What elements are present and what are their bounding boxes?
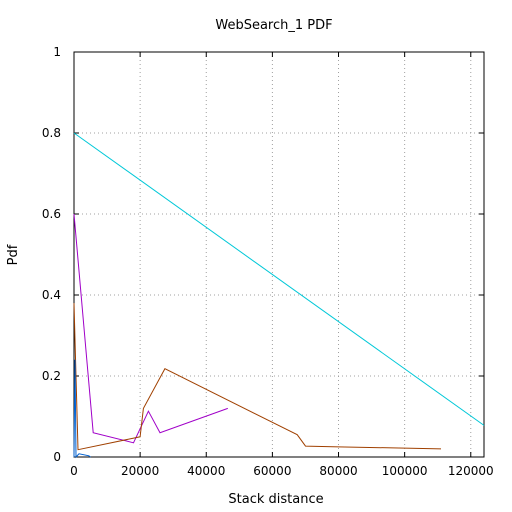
grid-lines: [74, 52, 484, 457]
plot-frame: [73, 51, 485, 458]
series-line-4: [73, 359, 91, 459]
series-line-3: [73, 303, 442, 451]
axis-ticks: 0 20000 40000 60000 80000 100000 120000 0 0.2 0.4…: [42, 45, 494, 478]
y-tick-label: 0.2: [42, 369, 61, 383]
series-line-2: [73, 213, 228, 444]
x-tick-label: 60000: [253, 464, 291, 478]
chart-title: WebSearch_1 PDF: [215, 18, 332, 33]
x-tick-label: 100000: [382, 464, 428, 478]
x-tick-label: 0: [70, 464, 78, 478]
x-tick-label: 80000: [319, 464, 357, 478]
x-tick-label: 120000: [448, 464, 494, 478]
y-tick-label: 0.6: [42, 207, 61, 221]
series-lines: [73, 132, 485, 459]
y-tick-label: 0.8: [42, 126, 61, 140]
y-tick-label: 0.4: [42, 288, 61, 302]
y-tick-label: 1: [53, 45, 61, 59]
x-tick-label: 20000: [121, 464, 159, 478]
y-axis-label: Pdf: [6, 244, 21, 265]
x-axis-label: Stack distance: [228, 492, 323, 507]
x-tick-label: 40000: [187, 464, 225, 478]
series-line-1: [73, 132, 485, 426]
y-tick-label: 0: [53, 450, 61, 464]
